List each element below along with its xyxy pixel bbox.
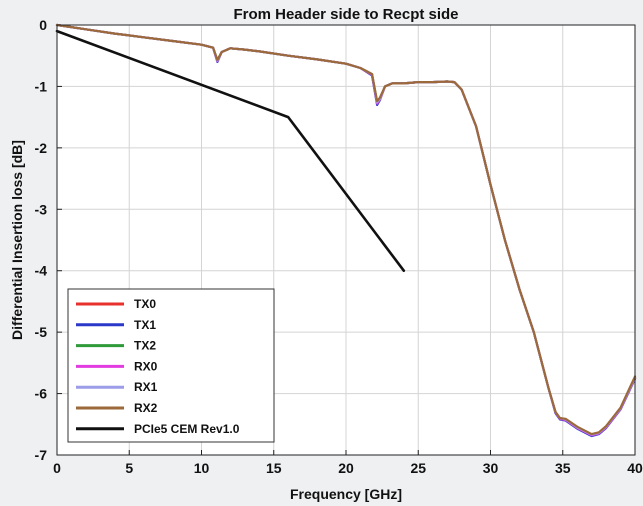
x-axis-label: Frequency [GHz] bbox=[290, 486, 402, 502]
x-tick-label: 25 bbox=[410, 460, 426, 476]
legend: TX0 TX1 TX2 RX0 RX1 RX2 PCIe5 CEM Rev1.0 bbox=[67, 288, 275, 443]
x-tick-label: 10 bbox=[194, 460, 210, 476]
y-tick-label: -7 bbox=[35, 447, 48, 463]
legend-label-rx2: RX2 bbox=[134, 401, 158, 415]
series-line-pcie5-cem-rev1-0 bbox=[55, 29, 406, 273]
x-tick-label: 35 bbox=[555, 460, 571, 476]
x-tick-label: 5 bbox=[125, 460, 133, 476]
x-tick-label: 15 bbox=[266, 460, 282, 476]
y-tick-label: -5 bbox=[35, 324, 48, 340]
series-layer bbox=[55, 23, 637, 438]
series-line-rx2 bbox=[55, 23, 637, 436]
y-tick-label: -4 bbox=[35, 263, 48, 279]
x-tick-label: 30 bbox=[483, 460, 499, 476]
y-axis-ticks: 0 -1 -2 -3 -4 -5 -6 -7 bbox=[35, 17, 62, 463]
y-axis-label: Differential Insertion loss [dB] bbox=[9, 140, 25, 340]
legend-label-rx0: RX0 bbox=[134, 359, 158, 373]
y-tick-label: -1 bbox=[35, 78, 48, 94]
legend-label-pcie5-cem-rev1-0: PCIe5 CEM Rev1.0 bbox=[134, 422, 240, 436]
x-tick-label: 40 bbox=[627, 460, 643, 476]
x-tick-label: 0 bbox=[53, 460, 61, 476]
y-tick-label: -2 bbox=[35, 140, 48, 156]
y-tick-label: 0 bbox=[39, 17, 47, 33]
y-tick-label: -3 bbox=[35, 201, 48, 217]
legend-label-tx0: TX0 bbox=[134, 297, 156, 311]
x-tick-label: 20 bbox=[338, 460, 354, 476]
legend-label-rx1: RX1 bbox=[134, 380, 158, 394]
chart-title: From Header side to Recpt side bbox=[233, 6, 458, 23]
y-tick-label: -6 bbox=[35, 386, 48, 402]
x-axis-ticks: 0 5 10 15 20 25 30 35 40 bbox=[53, 450, 643, 476]
legend-label-tx1: TX1 bbox=[134, 318, 156, 332]
legend-label-tx2: TX2 bbox=[134, 339, 156, 353]
